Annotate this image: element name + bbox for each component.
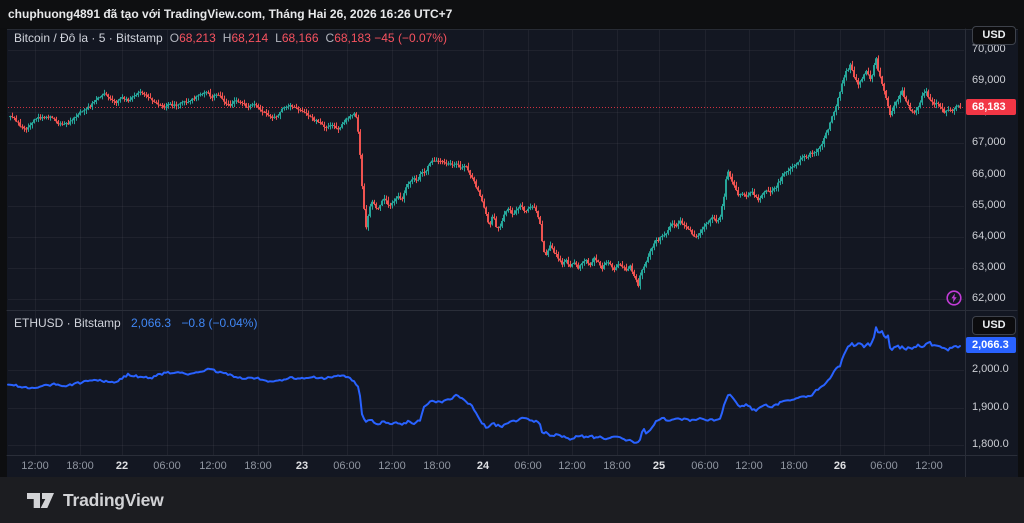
eth-legend: ETHUSD · Bitstamp 2,066.3 −0.8 (−0.04%)	[14, 316, 257, 330]
btc-ohlc-value: 68,166	[281, 31, 319, 45]
tradingview-wordmark[interactable]: TradingView	[63, 489, 164, 510]
time-tick-label: 12:00	[378, 460, 406, 472]
time-tick-label: 12:00	[21, 460, 49, 472]
btc-price-label: 70,000	[972, 43, 1006, 55]
btc-ohlc-key: H	[222, 31, 232, 45]
eth-symbol-title[interactable]: ETHUSD · Bitstamp	[14, 316, 121, 330]
time-tick-label: 18:00	[423, 460, 451, 472]
time-tick-label: 12:00	[735, 460, 763, 472]
time-tick-label: 06:00	[870, 460, 898, 472]
btc-ohlc-key: C	[325, 31, 335, 45]
time-tick-label: 06:00	[333, 460, 361, 472]
time-tick-label: 12:00	[915, 460, 943, 472]
time-axis[interactable]: 12:00 18:00 22 06:00 12:00 18:00 23 06:00 12:00 1…	[0, 455, 1017, 477]
eth-currency-button[interactable]: USD	[972, 316, 1016, 335]
time-tick-day-label: 23	[295, 460, 309, 472]
btc-price-label: 63,000	[972, 260, 1006, 273]
btc-price-label: 64,000	[972, 229, 1006, 242]
eth-price-label: 1,900.0	[972, 400, 1009, 413]
btc-symbol-title[interactable]: Bitcoin / Đô la · 5 · Bitstamp	[14, 31, 163, 45]
time-tick-label: 18:00	[244, 460, 272, 472]
btc-price-label: 67,000	[972, 136, 1006, 149]
time-tick-label: 06:00	[153, 460, 181, 472]
btc-change: −45 (−0.07%)	[374, 31, 447, 45]
time-tick-label: 18:00	[603, 460, 631, 472]
btc-ohlc-values: O68,213 H68,214 L68,166 C68,183	[163, 31, 371, 45]
time-tick-label: 06:00	[514, 460, 542, 472]
eth-price-label: 1,800.0	[972, 438, 1009, 450]
btc-currency-button[interactable]: USD	[972, 26, 1016, 45]
eth-last-value: 2,066.3	[131, 316, 172, 330]
time-tick-day-label: 22	[115, 460, 129, 472]
time-tick-day-label: 26	[833, 460, 847, 472]
flash-boost-icon[interactable]	[946, 290, 962, 306]
btc-price-label: 66,000	[972, 167, 1006, 180]
time-tick-label: 18:00	[780, 460, 808, 472]
btc-ohlc-key: L	[275, 31, 282, 45]
btc-ohlc-value: 68,213	[179, 31, 216, 45]
time-tick-label: 12:00	[199, 460, 227, 472]
btc-ohlc-key: O	[169, 31, 180, 45]
time-tick-label: 06:00	[691, 460, 719, 472]
btc-price-label: 69,000	[972, 74, 1006, 87]
time-tick-day-label: 25	[652, 460, 666, 472]
time-tick-label: 18:00	[66, 460, 94, 472]
time-tick-day-label: 24	[476, 460, 490, 472]
eth-change: −0.8 (−0.04%)	[181, 316, 258, 330]
btc-last-price-badge: 68,183	[966, 99, 1016, 115]
btc-ohlc-value: 68,214	[231, 31, 269, 45]
btc-ohlc-value: 68,183	[334, 31, 371, 45]
time-tick-label: 12:00	[558, 460, 586, 472]
tradingview-logo-icon[interactable]	[27, 489, 54, 511]
eth-last-price-badge: 2,066.3	[966, 337, 1016, 353]
btc-price-label: 65,000	[972, 198, 1006, 211]
btc-legend: Bitcoin / Đô la · 5 · Bitstamp O68,213 H68…	[14, 31, 447, 45]
btc-price-label: 62,000	[972, 292, 1006, 304]
footer-brand-bar: TradingView	[0, 477, 1024, 523]
price-axis[interactable]	[965, 29, 1017, 455]
eth-price-label: 2,000.0	[972, 363, 1009, 375]
